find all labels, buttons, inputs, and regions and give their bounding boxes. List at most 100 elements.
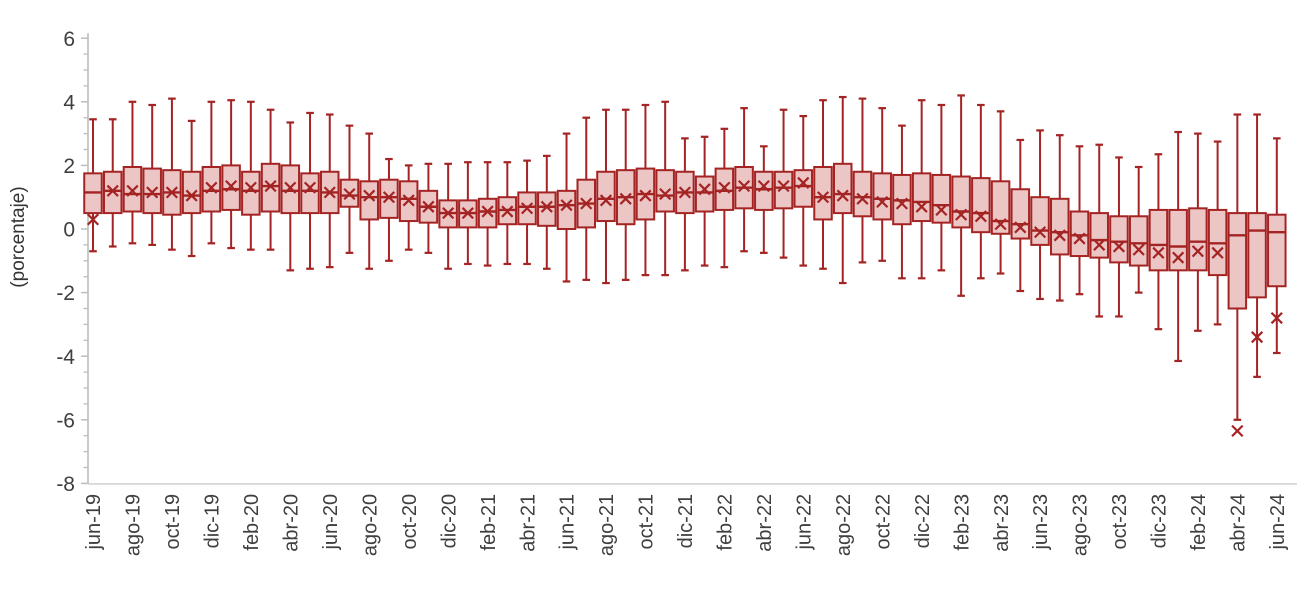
boxplot-jun-20: [320, 113, 340, 269]
iqr-box: [537, 191, 557, 227]
x-tick-label: oct-22: [872, 494, 894, 550]
y-tick-label: -6: [56, 409, 75, 432]
boxplot-feb-20: [241, 100, 261, 251]
x-tick-label: jun-19: [83, 494, 105, 551]
iqr-box: [1227, 212, 1248, 310]
y-tick-label: -2: [56, 282, 75, 305]
boxplot-jun-22: [793, 115, 814, 267]
mean-marker: [797, 176, 810, 189]
x-tick-label: ago-21: [596, 494, 618, 556]
boxplot-oct-23: [1109, 156, 1129, 318]
boxplot-jun-24: [1267, 137, 1287, 355]
mean-marker: [422, 200, 435, 213]
mean-marker: [461, 207, 474, 220]
boxplot-oct-20: [398, 164, 419, 251]
mean-marker: [146, 186, 159, 199]
x-tick-label: feb-24: [1188, 494, 1210, 551]
mean-marker: [86, 213, 100, 226]
iqr-box: [1247, 212, 1267, 299]
y-tick-label: 6: [63, 28, 75, 51]
iqr-box: [773, 170, 794, 210]
mean-marker: [1231, 424, 1244, 438]
boxplot-ene-22: [694, 135, 715, 267]
boxplot-mar-22: [734, 107, 754, 253]
y-tick-label: 2: [63, 155, 75, 178]
mean-marker: [165, 186, 178, 199]
boxplot-jun-19: [83, 118, 103, 253]
iqr-box: [1030, 196, 1050, 246]
boxplot-nov-23: [1128, 165, 1149, 294]
x-tick-label: dic-20: [438, 494, 460, 548]
boxplot-feb-22: [714, 127, 735, 269]
mean-marker: [1073, 232, 1086, 245]
boxplot-sep-19: [142, 103, 162, 246]
x-tick-label: abr-23: [991, 494, 1013, 552]
iqr-box: [971, 177, 991, 234]
mean-marker: [619, 192, 632, 205]
mean-marker: [343, 187, 356, 201]
boxplot-ene-23: [931, 103, 952, 272]
boxplot-mar-23: [971, 103, 991, 280]
x-tick-label: jun-21: [557, 494, 579, 551]
mean-marker: [402, 194, 415, 207]
x-tick-label: ago-22: [833, 494, 855, 556]
boxplot-feb-24: [1188, 132, 1208, 332]
boxplot-jun-23: [1030, 129, 1050, 301]
boxplot-ago-20: [359, 132, 379, 270]
y-axis-title: (porcentaje): [8, 186, 29, 287]
x-tick-label: abr-24: [1228, 494, 1250, 552]
x-tick-label: abr-22: [754, 494, 776, 552]
mean-marker: [1172, 251, 1185, 264]
mean-marker: [1211, 246, 1224, 259]
mean-marker: [244, 181, 257, 194]
iqr-box: [655, 169, 675, 213]
mean-marker: [205, 181, 218, 194]
mean-marker: [1191, 245, 1204, 258]
mean-marker: [955, 208, 968, 221]
iqr-box: [1109, 215, 1129, 264]
iqr-box: [1128, 215, 1149, 267]
boxplot-may-24: [1247, 113, 1267, 378]
x-tick-label: oct-21: [636, 494, 658, 550]
boxplot-may-23: [1010, 138, 1031, 293]
iqr-box: [813, 165, 833, 221]
mean-marker: [264, 179, 277, 193]
mean-marker: [777, 179, 790, 193]
x-tick-label: jun-20: [320, 494, 342, 551]
mean-marker: [323, 186, 336, 199]
boxplot-may-20: [300, 111, 320, 270]
boxplot-ene-21: [458, 161, 478, 266]
mean-marker: [126, 184, 139, 197]
x-tick-label: ago-20: [359, 494, 381, 556]
mean-marker: [974, 210, 987, 223]
iqr-box: [201, 165, 222, 213]
x-tick-label: dic-23: [1149, 494, 1171, 548]
mean-marker: [1270, 311, 1283, 325]
mean-marker: [225, 179, 238, 193]
iqr-box: [122, 165, 143, 213]
boxplot-ago-23: [1069, 145, 1090, 296]
mean-marker: [1250, 331, 1264, 344]
boxplot-ago-21: [596, 108, 616, 285]
iqr-box: [221, 164, 241, 211]
x-tick-label: feb-20: [241, 494, 263, 551]
boxplot-oct-21: [635, 103, 656, 277]
mean-marker: [382, 191, 396, 204]
iqr-box: [359, 180, 379, 221]
x-tick-label: oct-20: [399, 494, 421, 550]
mean-marker: [678, 186, 691, 199]
boxplot-jun-21: [556, 132, 577, 283]
iqr-box: [872, 172, 892, 221]
iqr-box: [911, 172, 932, 223]
y-tick-label: 4: [63, 91, 75, 114]
iqr-box: [1069, 210, 1090, 258]
mean-marker: [540, 200, 553, 213]
mean-marker: [659, 187, 672, 201]
mean-marker: [303, 181, 317, 194]
mean-marker: [1093, 238, 1106, 251]
x-tick-label: ago-19: [123, 494, 145, 556]
x-tick-label: feb-22: [715, 494, 737, 551]
iqr-box: [241, 170, 261, 216]
iqr-box: [793, 169, 814, 208]
